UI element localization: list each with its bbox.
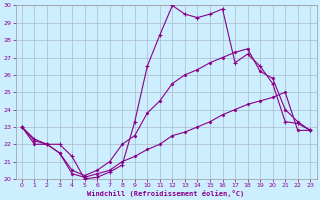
X-axis label: Windchill (Refroidissement éolien,°C): Windchill (Refroidissement éolien,°C) <box>87 190 245 197</box>
